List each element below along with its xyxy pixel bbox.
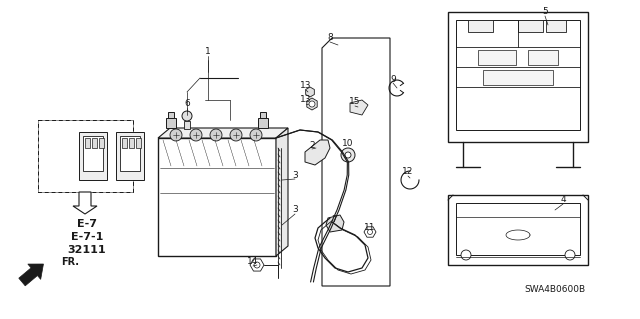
- Text: 11: 11: [364, 224, 376, 233]
- Circle shape: [345, 152, 351, 158]
- Circle shape: [309, 101, 315, 107]
- Text: 3: 3: [292, 170, 298, 180]
- Circle shape: [170, 129, 182, 141]
- Circle shape: [367, 229, 372, 234]
- Text: E-7: E-7: [77, 219, 97, 229]
- Bar: [456, 203, 580, 255]
- Text: SWA4B0600B: SWA4B0600B: [524, 286, 586, 294]
- Polygon shape: [350, 100, 368, 115]
- Text: 15: 15: [349, 98, 361, 107]
- Text: 14: 14: [247, 257, 259, 266]
- Text: 7: 7: [331, 216, 337, 225]
- Polygon shape: [305, 140, 330, 165]
- Circle shape: [565, 250, 575, 260]
- Bar: [166, 118, 176, 128]
- Bar: [122, 138, 127, 148]
- Text: 10: 10: [342, 139, 354, 149]
- Circle shape: [252, 260, 262, 270]
- Bar: [184, 121, 190, 129]
- Bar: [120, 136, 140, 171]
- Bar: [260, 112, 266, 118]
- Text: FR.: FR.: [61, 257, 79, 267]
- Bar: [468, 20, 493, 32]
- Polygon shape: [326, 215, 344, 232]
- Circle shape: [210, 129, 222, 141]
- Text: 1: 1: [205, 48, 211, 56]
- Bar: [528, 50, 558, 65]
- Polygon shape: [306, 87, 314, 97]
- Bar: [258, 118, 268, 128]
- Bar: [456, 20, 580, 130]
- Polygon shape: [307, 98, 317, 110]
- Bar: [483, 70, 553, 85]
- Polygon shape: [276, 128, 288, 256]
- Text: 5: 5: [542, 8, 548, 17]
- Bar: [478, 50, 516, 65]
- Bar: [92, 138, 97, 148]
- Text: 13: 13: [300, 95, 312, 105]
- Circle shape: [250, 129, 262, 141]
- Text: E-7-1: E-7-1: [71, 232, 103, 242]
- Bar: [38, 120, 133, 192]
- Text: 3: 3: [292, 205, 298, 214]
- Bar: [79, 132, 107, 180]
- Text: 12: 12: [403, 167, 413, 176]
- Text: 8: 8: [327, 33, 333, 42]
- Bar: [83, 136, 103, 171]
- Circle shape: [254, 262, 260, 268]
- Circle shape: [182, 111, 192, 121]
- Circle shape: [461, 250, 471, 260]
- Text: 13: 13: [300, 81, 312, 91]
- Circle shape: [230, 129, 242, 141]
- Bar: [85, 138, 90, 148]
- Circle shape: [341, 148, 355, 162]
- Polygon shape: [158, 128, 288, 138]
- Bar: [518, 20, 543, 32]
- Polygon shape: [322, 38, 390, 286]
- Circle shape: [190, 129, 202, 141]
- Bar: [116, 132, 144, 180]
- Bar: [129, 138, 134, 148]
- Bar: [448, 12, 588, 142]
- Polygon shape: [73, 192, 97, 214]
- Polygon shape: [364, 227, 376, 237]
- Bar: [136, 138, 141, 148]
- Polygon shape: [19, 264, 44, 286]
- Bar: [99, 138, 104, 148]
- Circle shape: [366, 228, 374, 236]
- Bar: [38, 120, 133, 192]
- Text: 6: 6: [184, 100, 190, 108]
- Bar: [168, 112, 174, 118]
- Text: 4: 4: [560, 196, 566, 204]
- Text: 32111: 32111: [68, 245, 106, 255]
- Bar: [448, 195, 588, 265]
- Bar: [546, 20, 566, 32]
- Text: 9: 9: [390, 75, 396, 84]
- Polygon shape: [250, 259, 264, 271]
- Text: 2: 2: [309, 140, 315, 150]
- Bar: [158, 138, 276, 256]
